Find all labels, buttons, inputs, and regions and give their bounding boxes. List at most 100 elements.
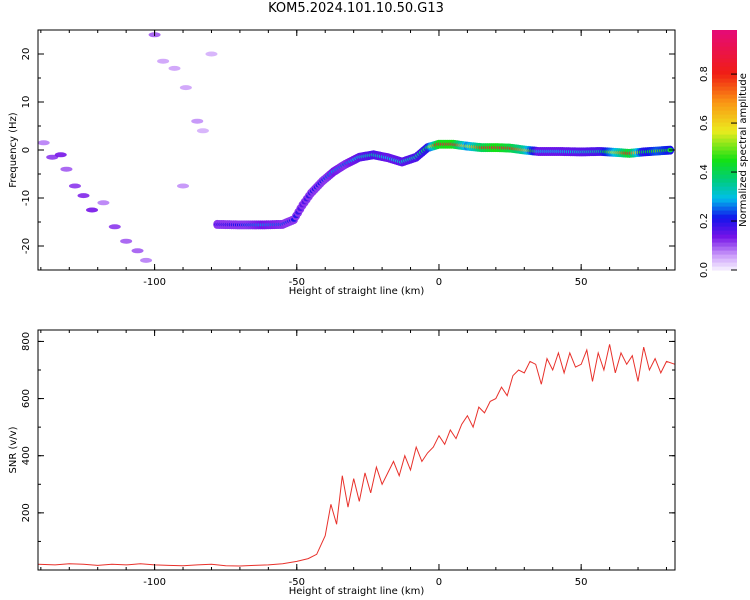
colorbar-segment — [712, 106, 737, 111]
snr-y-tick-label: 600 — [21, 389, 32, 408]
colorbar-segment — [712, 198, 737, 203]
colorbar-segment — [712, 230, 737, 235]
colorbar-segment — [712, 110, 737, 115]
colorbar-segment — [712, 170, 737, 175]
colorbar-segment — [712, 266, 737, 271]
colorbar-segment — [712, 30, 737, 35]
scatter-blob-14 — [168, 65, 181, 71]
colorbar-segment — [712, 82, 737, 87]
colorbar-segment — [712, 118, 737, 123]
colorbar-segment — [712, 186, 737, 191]
colorbar-segment — [712, 218, 737, 223]
colorbar-segment — [712, 102, 737, 107]
colorbar-label: Normalized spectral amplitude — [738, 73, 749, 227]
colorbar-segment — [712, 250, 737, 255]
snr-y-tick-label: 200 — [21, 503, 32, 522]
colorbar-segment — [712, 162, 737, 167]
colorbar-segment — [712, 210, 737, 215]
heatmap-y-tick-label: 20 — [21, 48, 32, 61]
colorbar-segment — [712, 246, 737, 251]
colorbar-segment — [712, 206, 737, 211]
colorbar-segment — [712, 194, 737, 199]
colorbar-segment — [712, 202, 737, 207]
snr-plot-area — [38, 330, 675, 570]
colorbar-segment — [712, 42, 737, 47]
scatter-blob-19 — [205, 51, 218, 57]
colorbar-tick-label: 0.4 — [699, 164, 710, 180]
colorbar-segment — [712, 234, 737, 239]
snr-x-tick-label: 50 — [575, 577, 588, 588]
snr-y-axis-label: SNR (v/v) — [8, 426, 19, 473]
colorbar-segment — [712, 190, 737, 195]
colorbar-segment — [712, 78, 737, 83]
colorbar-segment — [712, 258, 737, 263]
scatter-blob-13 — [157, 58, 170, 64]
heatmap-y-axis-label: Frequency (Hz) — [8, 112, 19, 188]
heatmap-x-tick-label: 50 — [575, 277, 588, 288]
colorbar-segment — [712, 178, 737, 183]
chart-title: KOM5.2024.101.10.50.G13 — [268, 1, 444, 16]
colorbar-segment — [712, 242, 737, 247]
colorbar-tick-label: 0.2 — [699, 213, 710, 229]
colorbar-segment — [712, 226, 737, 231]
colorbar-segment — [712, 94, 737, 99]
colorbar-segment — [712, 126, 737, 131]
scatter-blob-8 — [108, 224, 121, 230]
heatmap-x-tick-label: 0 — [436, 277, 442, 288]
scatter-blob-0 — [38, 140, 50, 146]
scatter-blob-3 — [60, 166, 73, 172]
heatmap-y-tick-label: 10 — [21, 96, 32, 109]
colorbar-tick-label: 0.6 — [699, 115, 710, 131]
scatter-blob-7 — [97, 200, 110, 206]
colorbar-segment — [712, 34, 737, 39]
heatmap-x-tick-label: -100 — [143, 277, 166, 288]
colorbar-segment — [712, 166, 737, 171]
colorbar-segment — [712, 74, 737, 79]
colorbar-segment — [712, 38, 737, 43]
colorbar-segment — [712, 134, 737, 139]
snr-y-tick-label: 800 — [21, 332, 32, 351]
colorbar-segment — [712, 98, 737, 103]
colorbar-segment — [712, 50, 737, 55]
colorbar-segment — [712, 254, 737, 259]
colorbar-segment — [712, 54, 737, 59]
colorbar-segment — [712, 138, 737, 143]
scatter-blob-11 — [140, 257, 153, 263]
colorbar-segment — [712, 122, 737, 127]
heatmap-y-tick-label: -20 — [21, 238, 32, 254]
colorbar-segment — [712, 238, 737, 243]
colorbar-segment — [712, 222, 737, 227]
snr-x-tick-label: -100 — [143, 577, 166, 588]
colorbar-tick-label: 0.8 — [699, 66, 710, 82]
heatmap-x-tick-label: -50 — [289, 277, 305, 288]
scatter-blob-6 — [86, 207, 99, 213]
scatter-blob-5 — [77, 193, 90, 199]
snr-series-line — [37, 344, 676, 567]
colorbar-segment — [712, 114, 737, 119]
snr-x-tick-label: 0 — [436, 577, 442, 588]
scatter-blob-2 — [54, 152, 67, 158]
scatter-blob-9 — [120, 238, 133, 244]
scatter-blob-1 — [46, 154, 59, 160]
snr-frame — [37, 329, 676, 571]
snr-x-tick-label: -50 — [289, 577, 305, 588]
colorbar-segment — [712, 262, 737, 267]
snr-x-axis-label: Height of straight line (km) — [289, 586, 425, 597]
colorbar-segment — [712, 62, 737, 67]
scatter-blob-17 — [177, 183, 190, 189]
colorbar-segment — [712, 154, 737, 159]
heatmap-x-axis-label: Height of straight line (km) — [289, 286, 425, 297]
scatter-blob-15 — [179, 85, 192, 91]
colorbar-segment — [712, 214, 737, 219]
colorbar-segment — [712, 46, 737, 51]
scatter-blob-4 — [68, 183, 81, 189]
colorbar-segment — [712, 142, 737, 147]
colorbar-segment — [712, 90, 737, 95]
colorbar-segment — [712, 182, 737, 187]
snr-y-tick-label: 400 — [21, 446, 32, 465]
scatter-blob-18 — [196, 128, 209, 134]
colorbar-segment — [712, 66, 737, 71]
colorbar-segment — [712, 174, 737, 179]
heatmap-marks — [38, 32, 675, 263]
